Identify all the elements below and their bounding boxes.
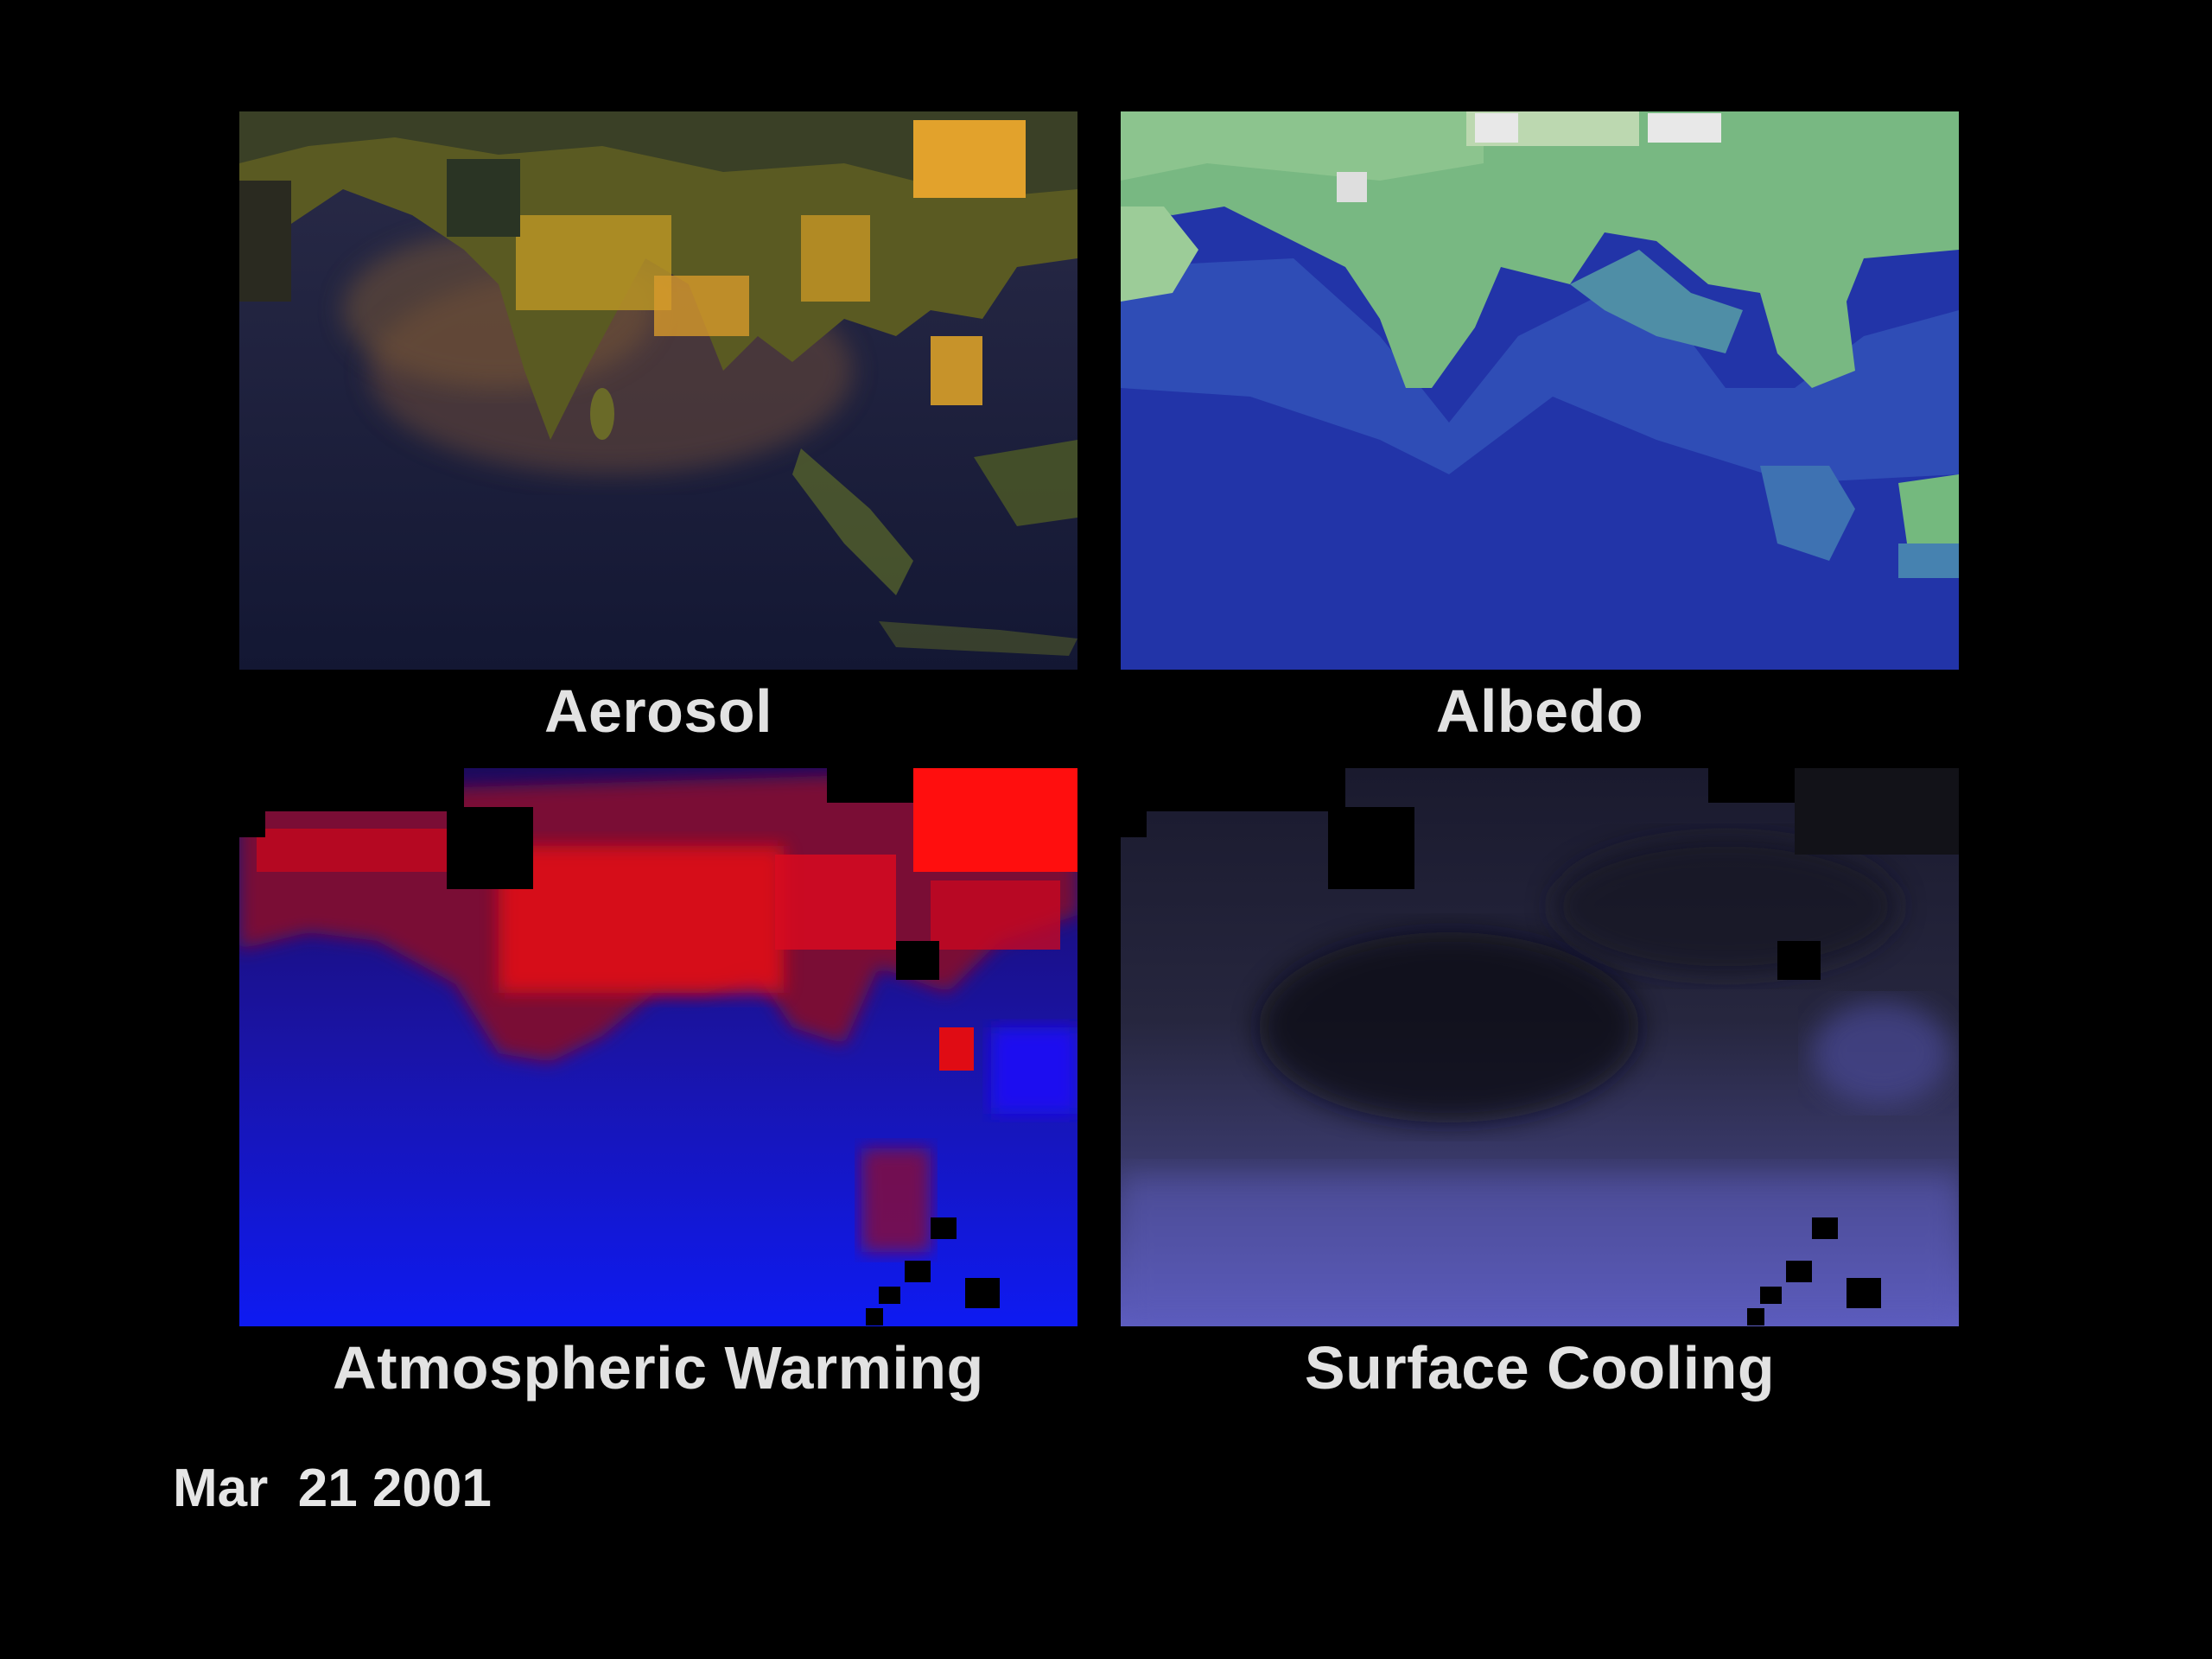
aerosol-map xyxy=(239,111,1077,670)
surface-cooling-caption: Surface Cooling xyxy=(1304,1334,1776,1402)
surface-cooling-map xyxy=(1121,768,1959,1326)
atmospheric-warming-map xyxy=(239,768,1077,1326)
albedo-caption: Albedo xyxy=(1435,677,1644,745)
albedo-map xyxy=(1121,111,1959,670)
timestamp-label: Mar 21 2001 xyxy=(173,1459,492,1518)
atmospheric-warming-caption: Atmospheric Warming xyxy=(333,1334,984,1402)
aerosol-caption: Aerosol xyxy=(543,677,773,745)
